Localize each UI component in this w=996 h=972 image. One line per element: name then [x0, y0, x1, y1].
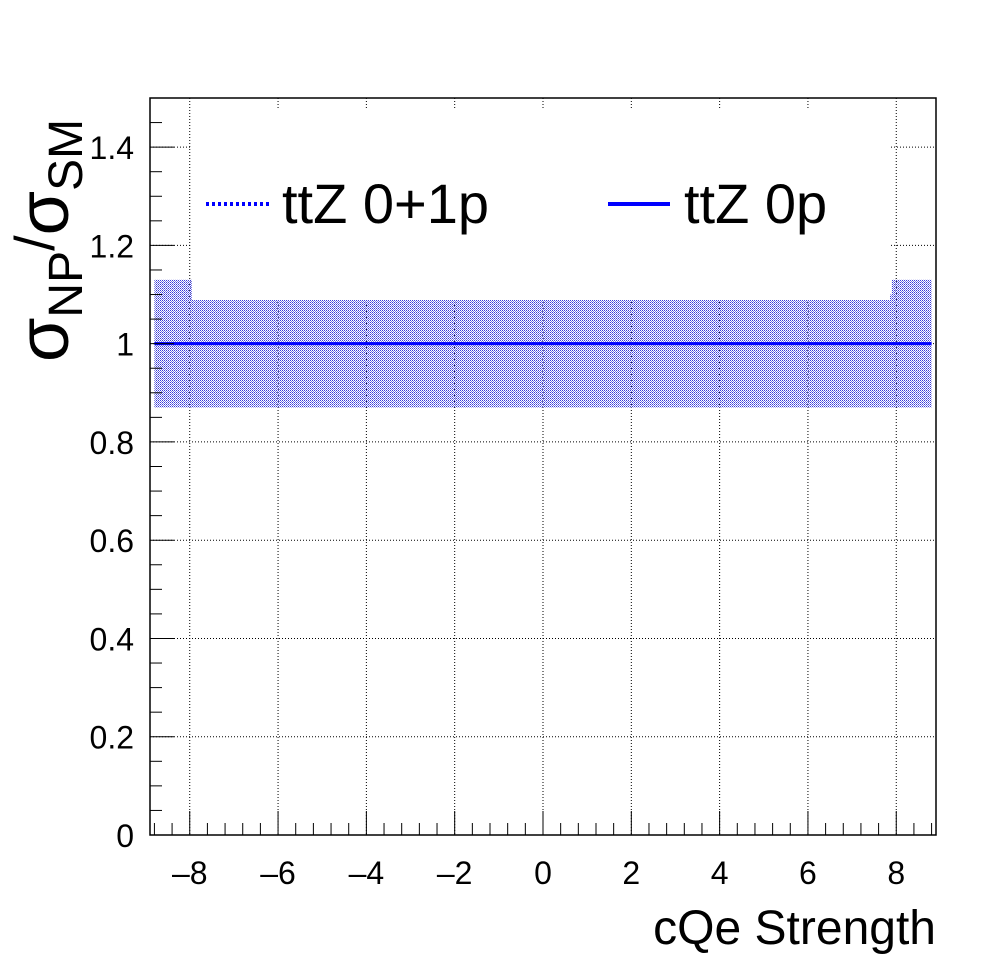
y-tick-label: 0.4	[90, 621, 134, 657]
x-tick-label: –4	[349, 855, 385, 891]
legend-label-ttz-0plus1p: ttZ 0+1p	[282, 172, 489, 235]
y-tick-label: 0.2	[90, 720, 134, 756]
x-tick-label: –6	[260, 855, 296, 891]
x-tick-label: –2	[437, 855, 473, 891]
y-axis-title-sigma-sm: σ	[4, 191, 84, 235]
y-axis-title: σNP/σSM	[3, 119, 93, 362]
y-tick-label: 0.6	[90, 523, 134, 559]
x-tick-label: –8	[172, 855, 208, 891]
legend-box	[192, 108, 890, 300]
y-tick-label: 0	[116, 818, 134, 854]
y-tick-label: 1.4	[90, 130, 134, 166]
legend-label-ttz-0p: ttZ 0p	[684, 172, 827, 235]
y-tick-label: 1.2	[90, 228, 134, 264]
svg-text:σNP/σSM: σNP/σSM	[3, 119, 93, 362]
ticks	[150, 97, 933, 836]
y-axis-title-slash: /	[3, 235, 66, 251]
legend: ttZ 0+1p ttZ 0p	[192, 108, 890, 300]
y-tick-label: 1	[116, 327, 134, 363]
tick-labels: –8 –6 –4 –2 0 2 4 6 8 0 0.2 0.4 0.6 0.8 1 1.2 1.4	[90, 130, 906, 891]
y-tick-label: 0.8	[90, 425, 134, 461]
x-tick-label: 6	[799, 855, 817, 891]
x-tick-label: 0	[534, 855, 552, 891]
x-tick-label: 4	[711, 855, 729, 891]
x-tick-label: 2	[622, 855, 640, 891]
x-axis-title: cQe Strength	[653, 902, 936, 955]
x-tick-label: 8	[887, 855, 905, 891]
band-segment	[194, 294, 892, 408]
y-axis-title-sigma-np: σ	[4, 318, 84, 362]
y-axis-title-sub-sm: SM	[40, 119, 93, 191]
y-axis-title-sub-np: NP	[40, 251, 93, 318]
